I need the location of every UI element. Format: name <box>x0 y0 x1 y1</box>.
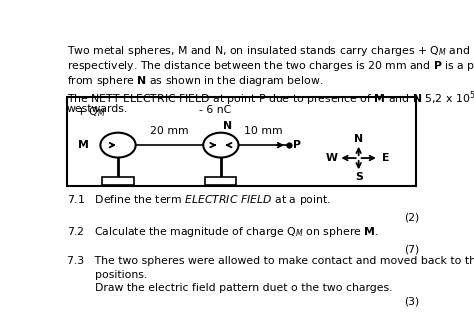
Text: westwards.: westwards. <box>66 104 128 114</box>
Text: (3): (3) <box>404 296 419 306</box>
Text: Two metal spheres, M and N, on insulated stands carry charges + Q$_M$ and $-$ 6 : Two metal spheres, M and N, on insulated… <box>66 44 474 58</box>
Text: P: P <box>293 140 301 150</box>
Text: W: W <box>326 153 338 163</box>
Text: The NETT ELECTRIC FIELD at point P due to presence of $\mathbf{M}$ and $\mathbf{: The NETT ELECTRIC FIELD at point P due t… <box>66 89 474 108</box>
Bar <box>205 177 237 185</box>
Text: - 6 nC: - 6 nC <box>199 105 231 115</box>
Text: 7.3   The two spheres were allowed to make contact and moved back to their origi: 7.3 The two spheres were allowed to make… <box>66 256 474 293</box>
Text: N: N <box>354 134 363 144</box>
Text: 7.1   Define the term $\it{ELECTRIC\ FIELD}$ at a point.: 7.1 Define the term $\it{ELECTRIC\ FIELD… <box>66 194 331 208</box>
Text: N: N <box>223 121 232 131</box>
Text: (2): (2) <box>404 213 419 223</box>
Text: S: S <box>355 172 363 182</box>
Text: 20 mm: 20 mm <box>150 126 189 136</box>
Text: 10 mm: 10 mm <box>245 126 283 136</box>
Text: respectively. The distance between the two charges is 20 mm and $\mathbf{P}$ is : respectively. The distance between the t… <box>66 59 474 73</box>
Text: from sphere $\mathbf{N}$ as shown in the diagram below.: from sphere $\mathbf{N}$ as shown in the… <box>66 74 323 88</box>
Text: E: E <box>382 153 389 163</box>
Bar <box>102 177 134 185</box>
Text: 7.2   Calculate the magnitude of charge Q$_M$ on sphere $\mathbf{M}$.: 7.2 Calculate the magnitude of charge Q$… <box>66 225 378 239</box>
Circle shape <box>100 133 136 158</box>
Text: M: M <box>79 140 90 150</box>
Bar <box>66 97 416 186</box>
Text: + Q$_M$: + Q$_M$ <box>76 105 105 119</box>
Text: (7): (7) <box>404 245 419 255</box>
Circle shape <box>203 133 238 158</box>
